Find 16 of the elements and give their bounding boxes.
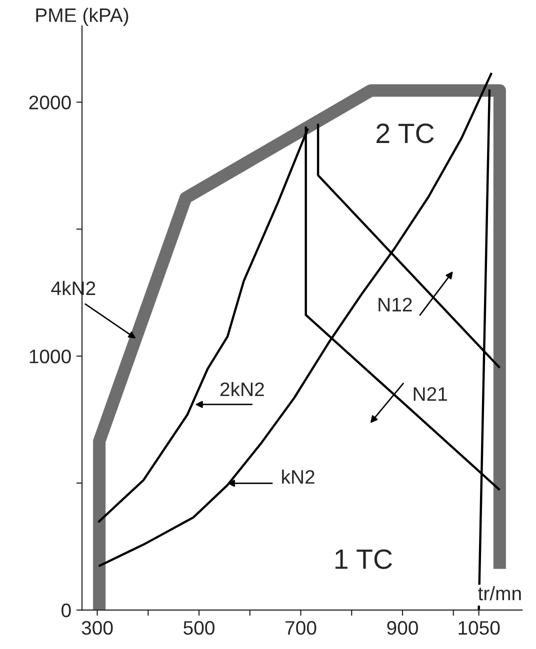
x-tick-label: 900 [387,620,418,635]
x-axis-title: tr/mn [478,586,521,600]
y-tick-label: 0 [62,604,71,618]
y-tick-label: 2000 [29,96,71,110]
annotation: kN2 [282,470,314,484]
annotation: 2kN2 [220,382,264,396]
y-tick-label: 1000 [30,350,71,364]
x-tick-label: 300 [82,620,113,635]
x-tick-label: 500 [184,620,214,635]
x-tick-label: 1050 [458,620,500,635]
annotation: N21 [414,387,447,401]
annotation: 1 TC [335,549,392,570]
y-axis-title: PME (kPA) [36,8,128,26]
annotation: 2 TC [376,124,434,144]
annotation: N12 [378,298,412,312]
x-tick-label: 700 [286,620,316,635]
